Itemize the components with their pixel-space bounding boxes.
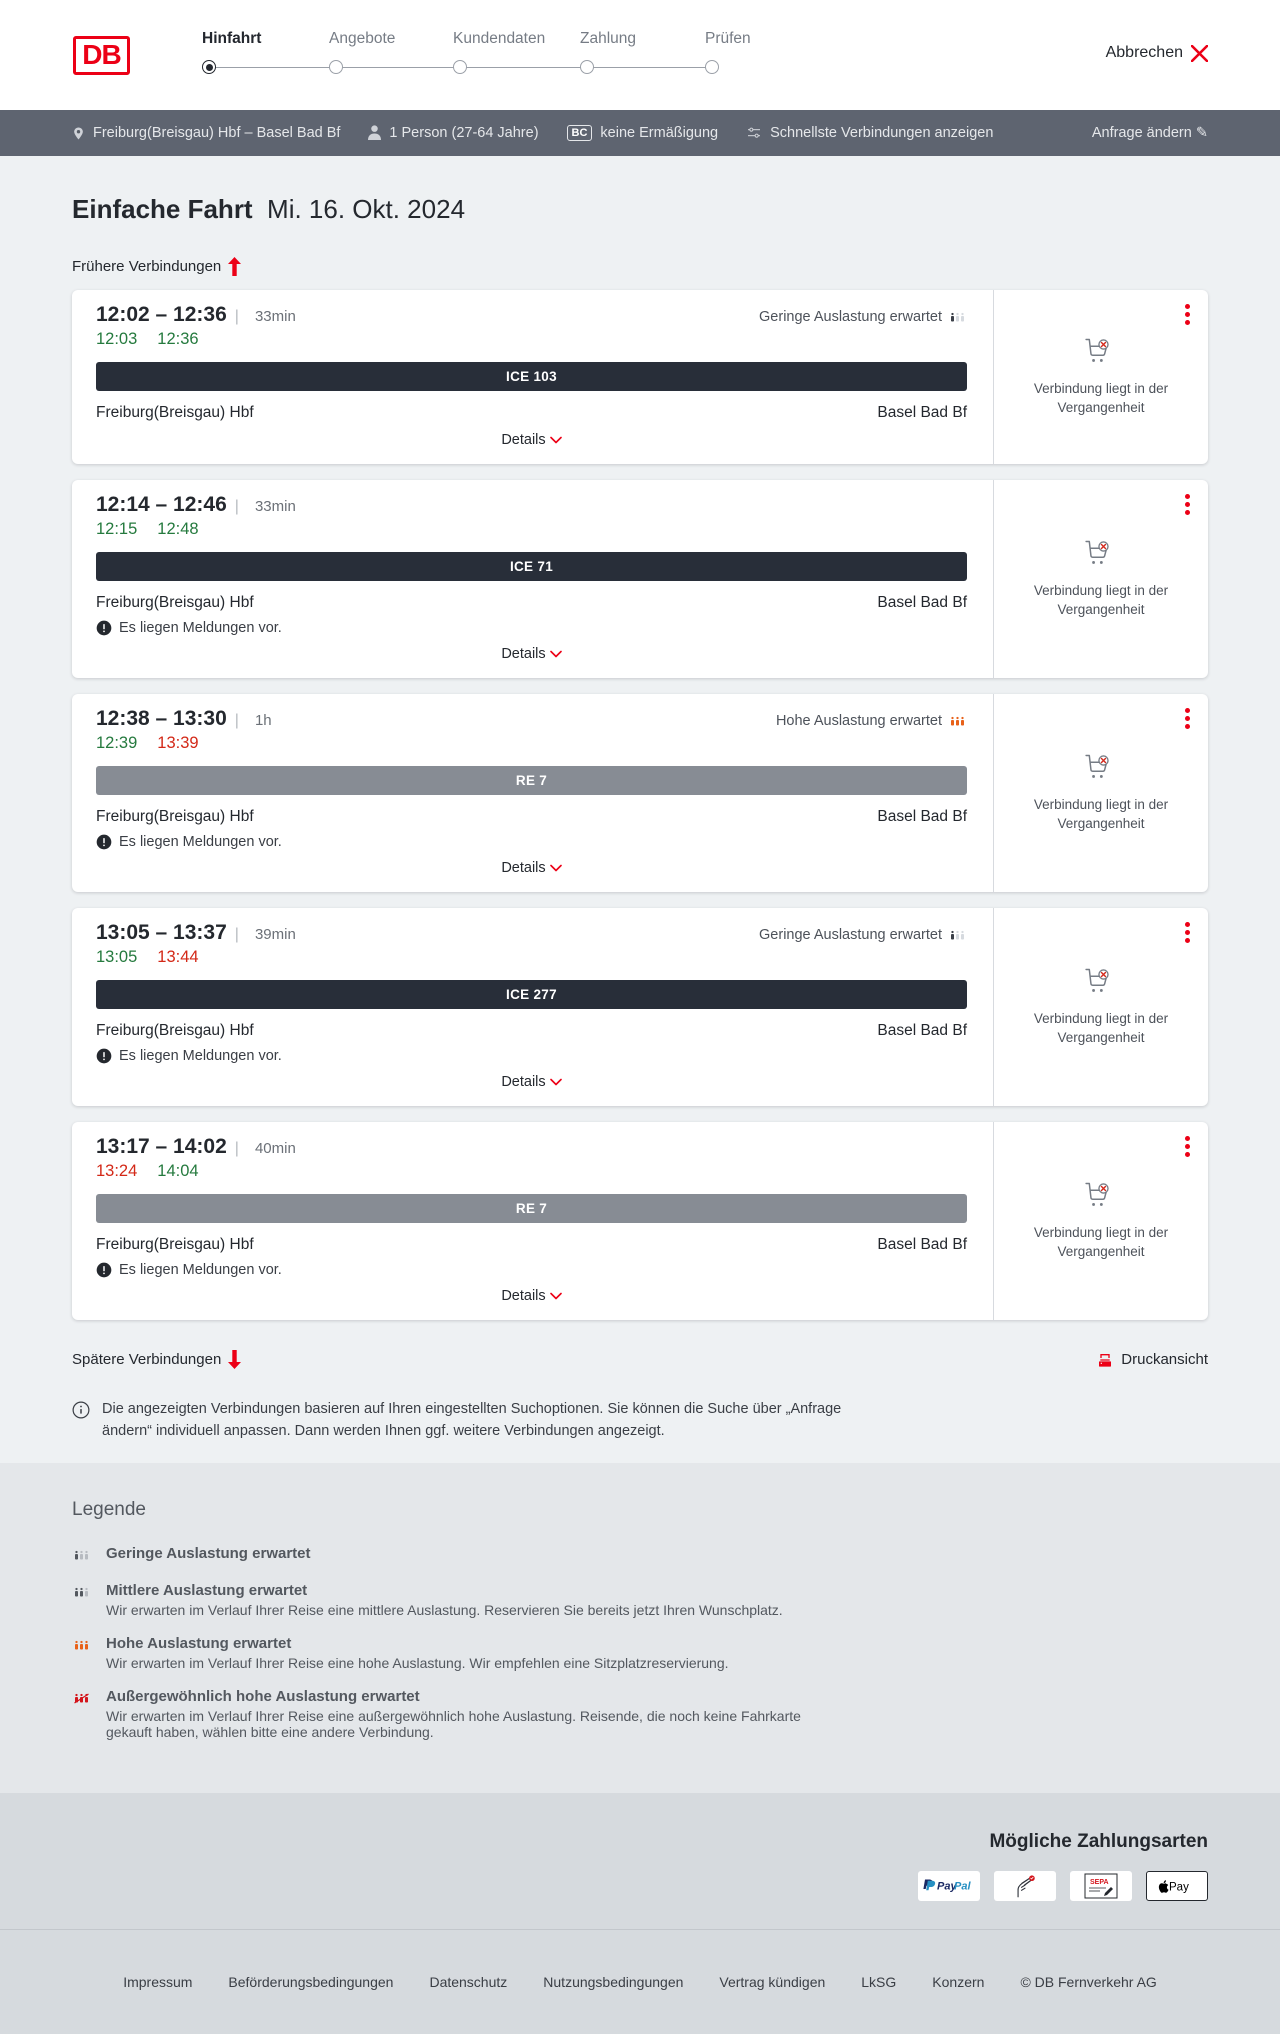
svg-text:SEPA: SEPA — [1090, 1879, 1109, 1886]
svg-text:Pay: Pay — [1169, 1881, 1189, 1893]
svg-text:Pal: Pal — [954, 1880, 971, 1892]
